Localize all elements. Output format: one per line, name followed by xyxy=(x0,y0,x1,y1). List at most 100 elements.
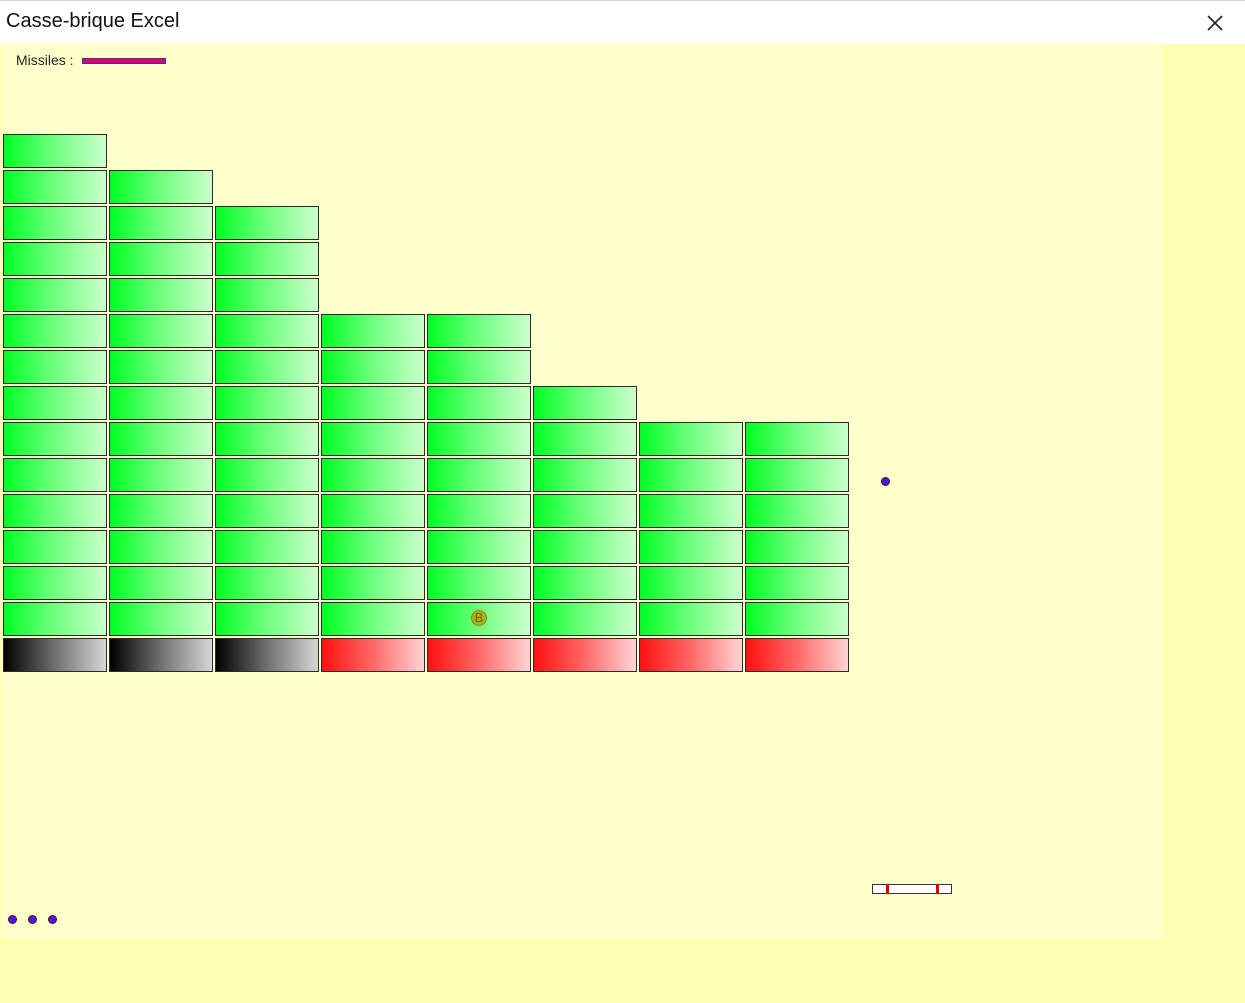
ball xyxy=(881,477,890,486)
game-playfield[interactable]: Missiles : B xyxy=(2,43,1162,939)
brick-green xyxy=(427,494,531,528)
brick-green xyxy=(3,566,107,600)
brick-green xyxy=(427,422,531,456)
brick-green xyxy=(321,386,425,420)
brick-green xyxy=(639,566,743,600)
brick-red xyxy=(639,638,743,672)
brick-green xyxy=(109,458,213,492)
brick-green xyxy=(745,566,849,600)
brick-green xyxy=(3,602,107,636)
brick-green xyxy=(215,278,319,312)
brick-green xyxy=(215,530,319,564)
brick-green xyxy=(109,602,213,636)
brick-green xyxy=(3,170,107,204)
brick-black xyxy=(109,638,213,672)
brick-green xyxy=(109,278,213,312)
brick-green xyxy=(427,602,531,636)
brick-green xyxy=(3,530,107,564)
brick-green xyxy=(215,242,319,276)
brick-green xyxy=(321,458,425,492)
brick-green xyxy=(215,422,319,456)
brick-green xyxy=(321,530,425,564)
brick-green xyxy=(745,458,849,492)
brick-green xyxy=(3,278,107,312)
brick-green xyxy=(215,350,319,384)
brick-green xyxy=(215,602,319,636)
brick-green xyxy=(427,314,531,348)
missiles-gauge xyxy=(82,58,166,64)
brick-green xyxy=(533,602,637,636)
life-ball xyxy=(8,915,17,924)
brick-green xyxy=(533,566,637,600)
brick-green xyxy=(109,566,213,600)
brick-green xyxy=(533,422,637,456)
brick-green xyxy=(321,422,425,456)
brick-green xyxy=(533,530,637,564)
brick-black xyxy=(3,638,107,672)
brick-red xyxy=(321,638,425,672)
brick-green xyxy=(215,386,319,420)
brick-red xyxy=(427,638,531,672)
window-title: Casse-brique Excel xyxy=(6,10,180,32)
title-bar: Casse-brique Excel xyxy=(0,0,1245,44)
brick-green xyxy=(215,458,319,492)
paddle[interactable] xyxy=(872,884,952,894)
brick-green xyxy=(3,422,107,456)
brick-green xyxy=(321,494,425,528)
brick-red xyxy=(745,638,849,672)
brick-green xyxy=(321,350,425,384)
brick-green xyxy=(3,494,107,528)
brick-red xyxy=(533,638,637,672)
brick-green xyxy=(639,494,743,528)
brick-green xyxy=(533,494,637,528)
brick-green xyxy=(215,494,319,528)
brick-green xyxy=(745,422,849,456)
brick-green xyxy=(639,458,743,492)
paddle-right-cannon xyxy=(936,884,939,894)
life-ball xyxy=(48,915,57,924)
brick-green xyxy=(109,350,213,384)
brick-green xyxy=(3,458,107,492)
brick-green xyxy=(639,602,743,636)
missiles-label: Missiles : xyxy=(16,52,74,68)
brick-green xyxy=(3,314,107,348)
brick-green xyxy=(427,530,531,564)
brick-green xyxy=(109,206,213,240)
brick-green xyxy=(109,242,213,276)
close-icon xyxy=(1207,14,1223,31)
brick-green xyxy=(109,170,213,204)
brick-green xyxy=(109,494,213,528)
brick-green xyxy=(3,242,107,276)
brick-green xyxy=(215,314,319,348)
brick-green xyxy=(533,458,637,492)
brick-green xyxy=(427,458,531,492)
brick-green xyxy=(321,314,425,348)
brick-green xyxy=(533,386,637,420)
brick-green xyxy=(109,422,213,456)
brick-green xyxy=(427,350,531,384)
brick-green xyxy=(3,386,107,420)
brick-green xyxy=(427,386,531,420)
brick-green xyxy=(745,530,849,564)
brick-green xyxy=(3,350,107,384)
bonus-capsule: B xyxy=(471,610,487,626)
close-button[interactable] xyxy=(1185,1,1245,44)
life-ball xyxy=(28,915,37,924)
brick-green xyxy=(109,314,213,348)
brick-green xyxy=(745,494,849,528)
brick-green xyxy=(639,422,743,456)
brick-green xyxy=(321,602,425,636)
brick-green xyxy=(109,386,213,420)
brick-black xyxy=(215,638,319,672)
brick-green xyxy=(3,206,107,240)
paddle-left-cannon xyxy=(886,884,889,894)
brick-green xyxy=(215,566,319,600)
brick-green xyxy=(745,602,849,636)
brick-green xyxy=(427,566,531,600)
brick-green xyxy=(639,530,743,564)
brick-green xyxy=(321,566,425,600)
brick-green xyxy=(109,530,213,564)
brick-green xyxy=(215,206,319,240)
brick-green xyxy=(3,134,107,168)
